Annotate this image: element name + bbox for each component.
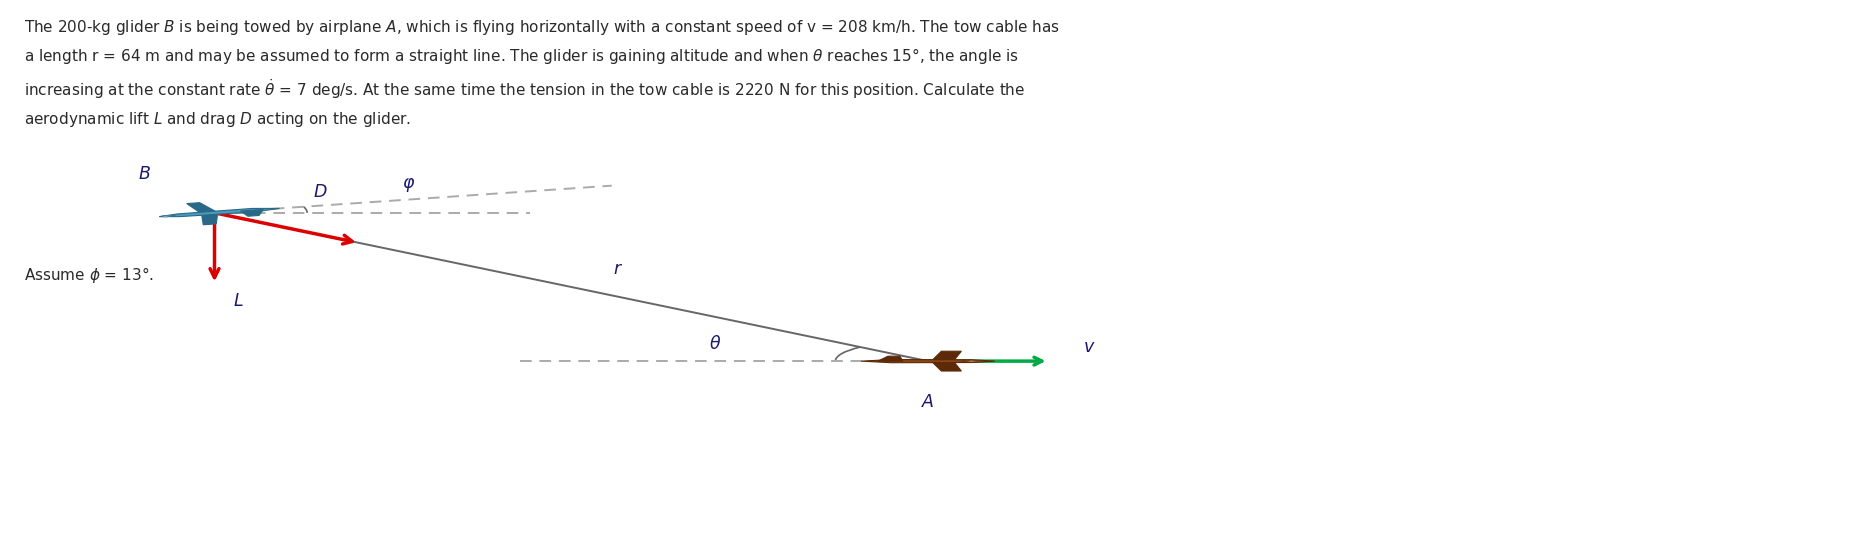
Text: $B$: $B$ <box>137 166 150 183</box>
Polygon shape <box>187 203 217 225</box>
Text: $A$: $A$ <box>920 394 935 411</box>
Polygon shape <box>160 209 280 216</box>
Text: Assume $\phi$ = 13°.: Assume $\phi$ = 13°. <box>24 265 154 285</box>
Polygon shape <box>931 351 961 371</box>
Text: $L$: $L$ <box>234 291 243 310</box>
Polygon shape <box>961 360 985 362</box>
Text: $r$: $r$ <box>612 261 621 278</box>
Polygon shape <box>160 215 176 217</box>
Polygon shape <box>861 359 994 363</box>
Polygon shape <box>877 356 902 361</box>
Text: $\varphi$: $\varphi$ <box>403 177 416 194</box>
Polygon shape <box>241 210 263 216</box>
Text: $\theta$: $\theta$ <box>709 335 720 353</box>
Text: The 200-kg glider $B$ is being towed by airplane $A$, which is flying horizontal: The 200-kg glider $B$ is being towed by … <box>24 18 1059 129</box>
Text: $v$: $v$ <box>1083 338 1094 357</box>
Text: $D$: $D$ <box>312 183 326 201</box>
